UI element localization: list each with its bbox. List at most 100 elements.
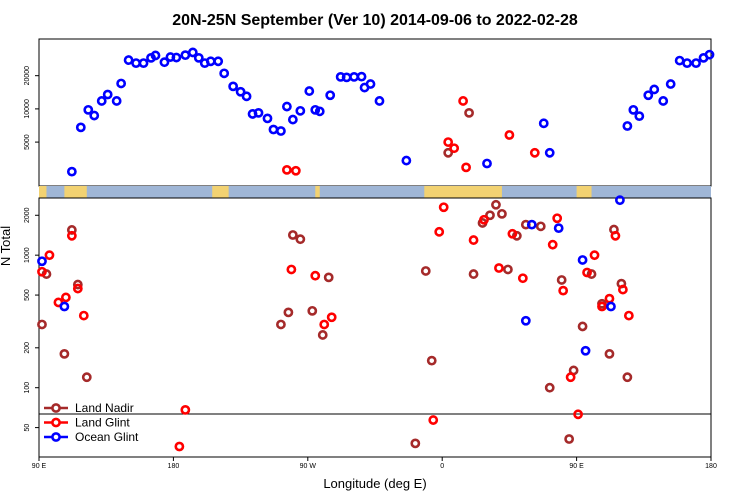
ocean-glint-point [116,78,127,89]
ocean-glint-legend-label: Ocean Glint [75,430,139,444]
land-nadir-point [544,382,555,393]
y-tick-label: 2000 [24,207,31,223]
land-glint-point [290,165,301,176]
x-tick-label: 90 E [32,463,47,470]
ocean-glint-point [96,96,107,106]
ocean-glint-point [75,122,86,133]
land-nadir-point [604,348,615,359]
land-segment [424,186,502,198]
land-glint-point [66,230,77,241]
ocean-glint-point [287,114,298,125]
land-glint-point [494,263,504,273]
land-glint-point [434,226,445,237]
ocean-glint-point [83,104,94,115]
land-glint-point [60,292,71,303]
land-glint-point [428,415,439,425]
land-nadir-point [72,279,83,290]
land-glint-point [547,239,558,250]
land-segment [212,186,229,198]
ocean-glint-point [268,124,279,135]
y-tick-label: 10000 [24,99,31,119]
ocean-glint-point [314,106,325,117]
ocean-glint-point [235,86,246,97]
land-segment [576,186,592,198]
land-ocean-band [39,186,711,198]
ocean-glint-point [276,126,286,136]
ocean-glint-point [704,49,715,60]
land-glint-point [623,310,634,321]
land-glint-point [617,284,628,295]
land-nadir-point [37,319,47,330]
land-nadir-point [586,269,597,279]
lower-frame [38,197,712,458]
ocean-glint-point [205,56,216,67]
ocean-glint-point [349,71,359,82]
ocean-glint-point [544,147,555,158]
land-glint-point [281,164,292,175]
ocean-glint-point [89,110,100,121]
land-segment [64,186,87,198]
land-glint-point [319,319,330,330]
x-tick-label: 0 [440,463,444,470]
land-glint-point [72,283,83,294]
ocean-glint-point [691,58,701,69]
land-nadir-legend-marker [51,403,61,413]
ocean-glint-point [253,107,264,118]
ocean-glint-point [228,81,239,92]
ocean-glint-point [365,79,376,89]
land-nadir-point [323,272,334,283]
land-glint-point [504,130,515,140]
y-tick-label: 100 [24,382,31,394]
land-glint-legend-marker [51,417,61,428]
ocean-glint-point [281,101,292,112]
ocean-glint-point [374,96,385,106]
land-glint-point [529,147,540,158]
ocean-glint-point [615,195,625,206]
ocean-glint-point [553,223,564,234]
x-axis: 90 E 180 90 W 0 90 E 180 [32,457,717,470]
ocean-glint-point [520,315,531,326]
land-glint-point [44,250,55,261]
ocean-glint-point [628,104,639,115]
ocean-glint-point [643,90,654,101]
ocean-glint-point [526,219,537,230]
ocean-glint-point [674,55,685,66]
ocean-glint-point [325,90,336,101]
land-glint-point [449,143,460,154]
x-axis-label: Longitude (deg E) [323,476,426,491]
land-nadir-point [622,372,633,383]
ocean-glint-point [401,155,412,166]
ocean-glint-legend-marker [51,432,61,442]
land-nadir-legend-label: Land Nadir [75,401,134,415]
ocean-glint-point [59,301,70,312]
x-tick-label: 180 [168,463,180,470]
ocean-glint-point [622,121,633,131]
ocean-glint-point [213,56,224,67]
ocean-glint-point [634,111,645,122]
land-nadir-point [535,221,546,232]
land-glint-point [78,310,89,321]
ocean-glint-point [262,113,273,124]
land-nadir-point [556,275,567,285]
y-tick-label: 5000 [24,134,31,150]
land-glint-point [573,409,583,420]
ocean-glint-point [131,58,141,69]
land-glint-point [438,202,449,213]
land-nadir-point [276,319,286,330]
land-nadir-point [564,434,575,444]
y-tick-label: 200 [24,342,31,354]
ocean-glint-point [37,256,47,267]
ocean-glint-point [193,52,204,63]
upper-panel: 5000 10000 20000 [24,38,712,187]
ocean-glint-point [159,57,170,68]
ocean-glint-point [66,166,77,177]
land-glint-point [443,137,454,147]
ocean-glint-point [304,86,315,96]
ocean-glint-point [295,105,306,116]
ocean-glint-point [102,89,113,100]
ocean-glint-point [356,71,367,82]
land-nadir-point [443,147,454,158]
land-nadir-point [468,269,479,279]
land-nadir-point [497,208,507,219]
y-axis-label: N Total [0,226,13,266]
